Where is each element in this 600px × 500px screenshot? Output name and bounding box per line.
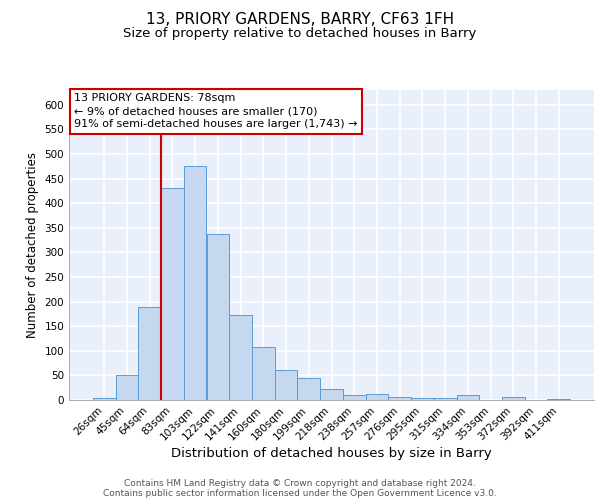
Bar xyxy=(298,378,320,400)
Bar xyxy=(229,315,252,400)
Bar xyxy=(116,376,139,400)
Text: 13, PRIORY GARDENS, BARRY, CF63 1FH: 13, PRIORY GARDENS, BARRY, CF63 1FH xyxy=(146,12,454,28)
Y-axis label: Number of detached properties: Number of detached properties xyxy=(26,152,39,338)
Bar xyxy=(434,398,457,400)
Text: 13 PRIORY GARDENS: 78sqm
← 9% of detached houses are smaller (170)
91% of semi-d: 13 PRIORY GARDENS: 78sqm ← 9% of detache… xyxy=(74,93,358,130)
Text: Contains HM Land Registry data © Crown copyright and database right 2024.: Contains HM Land Registry data © Crown c… xyxy=(124,478,476,488)
Bar xyxy=(411,398,434,400)
Bar xyxy=(547,398,570,400)
Bar xyxy=(206,234,229,400)
Bar xyxy=(388,397,411,400)
Bar xyxy=(457,395,479,400)
Text: Contains public sector information licensed under the Open Government Licence v3: Contains public sector information licen… xyxy=(103,488,497,498)
Bar xyxy=(93,398,116,400)
Bar xyxy=(343,395,365,400)
Bar xyxy=(502,396,524,400)
Text: Size of property relative to detached houses in Barry: Size of property relative to detached ho… xyxy=(124,28,476,40)
Bar xyxy=(275,370,298,400)
Bar xyxy=(365,394,388,400)
X-axis label: Distribution of detached houses by size in Barry: Distribution of detached houses by size … xyxy=(171,448,492,460)
Bar xyxy=(161,188,184,400)
Bar xyxy=(320,388,343,400)
Bar xyxy=(139,308,161,400)
Bar xyxy=(184,166,206,400)
Bar xyxy=(252,347,275,400)
